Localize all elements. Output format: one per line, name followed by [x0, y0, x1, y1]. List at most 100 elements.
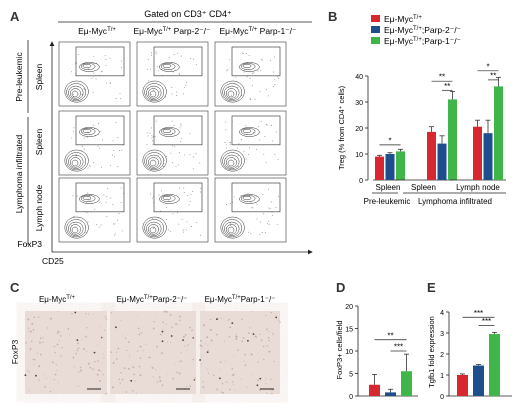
bar: [375, 156, 384, 180]
event-dot: [229, 222, 231, 224]
cell-nucleus: [140, 346, 142, 348]
cell-nucleus: [165, 323, 167, 325]
significance-label: *: [388, 136, 391, 145]
cell-nucleus: [263, 358, 265, 361]
event-dot: [162, 193, 164, 195]
cell-nucleus: [138, 367, 140, 369]
event-dot: [256, 148, 257, 150]
event-dot: [170, 230, 172, 232]
cell-nucleus: [128, 354, 130, 356]
event-dot: [189, 132, 191, 134]
event-dot: [192, 58, 194, 60]
cell-nucleus: [97, 360, 99, 362]
cell-nucleus: [266, 392, 268, 394]
event-dot: [120, 98, 122, 100]
event-dot: [260, 120, 262, 122]
cell-nucleus: [29, 330, 32, 333]
cell-nucleus: [137, 350, 139, 352]
cell-nucleus: [80, 369, 82, 372]
event-dot: [224, 167, 226, 169]
cell-nucleus: [134, 380, 136, 382]
event-dot: [171, 87, 173, 88]
event-dot: [227, 87, 229, 89]
event-dot: [103, 194, 105, 196]
event-dot: [274, 56, 275, 58]
cell-nucleus: [120, 372, 122, 374]
cell-nucleus: [224, 360, 226, 362]
event-dot: [186, 221, 188, 223]
foxp3-positive-cell: [93, 351, 96, 354]
event-dot: [112, 154, 113, 156]
event-dot: [182, 229, 184, 231]
cell-nucleus: [29, 348, 32, 351]
cell-nucleus: [201, 355, 203, 357]
treg-contour: [242, 63, 252, 69]
foxp3-positive-cell: [161, 330, 164, 333]
cell-nucleus: [199, 344, 202, 347]
cell-nucleus: [202, 381, 204, 383]
event-dot: [181, 218, 183, 220]
cell-nucleus: [81, 338, 83, 340]
event-dot: [95, 78, 97, 80]
y-tick-label: 40: [355, 74, 363, 81]
contour-line: [71, 90, 79, 98]
foxp3-axis-label: FoxP3: [17, 239, 42, 249]
legend-b: Eμ-MycT/+Eμ-MycT/+;Parp-2⁻/⁻Eμ-MycT/+;Pa…: [371, 14, 462, 46]
cell-nucleus: [236, 335, 238, 337]
group-label: Spleen: [376, 183, 401, 192]
event-dot: [168, 200, 170, 202]
event-dot: [264, 135, 266, 137]
event-dot: [261, 59, 263, 61]
event-dot: [270, 125, 272, 126]
cell-nucleus: [44, 385, 46, 388]
event-dot: [259, 139, 261, 141]
event-dot: [254, 99, 256, 100]
cell-nucleus: [216, 388, 219, 391]
ihc-texture: [110, 311, 196, 394]
event-dot: [120, 187, 122, 189]
event-dot: [277, 158, 279, 160]
treg-contour: [160, 195, 176, 202]
y-axis-label: Treg (% from CD4⁺ cells): [337, 85, 346, 170]
event-dot: [227, 69, 229, 71]
cell-nucleus: [123, 367, 126, 370]
event-dot: [267, 222, 268, 224]
cell-nucleus: [257, 379, 259, 382]
event-dot: [180, 123, 182, 125]
cell-nucleus: [235, 337, 238, 340]
cell-nucleus: [207, 344, 209, 346]
foxp3-positive-cell: [74, 311, 77, 314]
cell-nucleus: [37, 316, 40, 318]
supergroup-label: Pre-leukemic: [364, 197, 411, 206]
event-dot: [73, 130, 75, 132]
cell-nucleus: [142, 350, 144, 352]
panel-e: E 0 1 2 3 4 Tgfb1 fold expression ******: [427, 280, 512, 401]
cell-nucleus: [268, 330, 270, 332]
contour-line: [68, 85, 84, 100]
treg-contour: [159, 194, 180, 204]
treg-contour: [80, 195, 96, 202]
cell-nucleus: [204, 343, 206, 345]
contour-line: [225, 224, 237, 235]
event-dot: [275, 131, 277, 133]
cell-nucleus: [139, 345, 141, 348]
event-dot: [225, 204, 227, 205]
cell-nucleus: [137, 327, 140, 330]
event-dot: [226, 144, 228, 146]
event-dot: [267, 95, 269, 97]
event-dot: [171, 145, 173, 147]
event-dot: [175, 165, 177, 167]
event-dot: [153, 202, 155, 204]
cell-nucleus: [102, 373, 105, 376]
event-dot: [224, 142, 226, 144]
contour-line: [224, 85, 240, 100]
cell-nucleus: [266, 328, 268, 331]
event-dot: [119, 150, 121, 152]
cell-nucleus: [241, 340, 244, 343]
event-dot: [152, 144, 154, 146]
cell-nucleus: [271, 392, 273, 395]
treg-contour: [240, 128, 256, 135]
event-dot: [241, 95, 243, 97]
event-dot: [112, 203, 114, 205]
legend-label: Eμ-MycT/+;Parp-2⁻/⁻: [384, 25, 462, 35]
